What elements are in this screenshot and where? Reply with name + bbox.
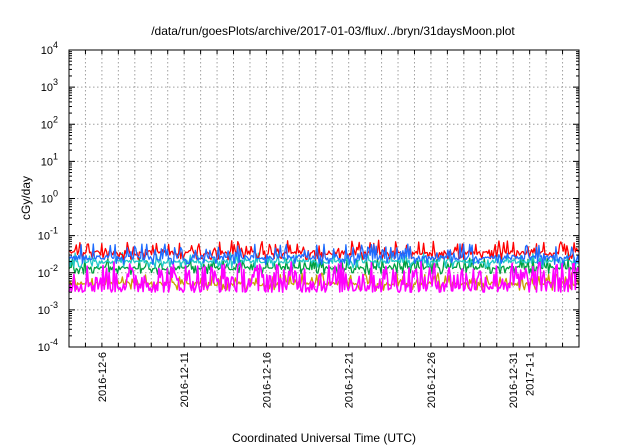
axis-ticks: 10-4 10-3 10-2 10-1 100 101 102 103 104 2016-12-6… [38,40,579,408]
y-axis-label: cGy/day [19,176,33,220]
series-line-blue [68,243,580,266]
y-tick-label: 10-3 [38,300,58,317]
y-tick-label: 103 [41,77,58,94]
series-line-green [68,257,580,276]
x-tick-label: 2016-12-11 [179,352,191,407]
x-tick-label: 2016-12-16 [261,352,273,408]
y-tick-label: 10-1 [38,226,58,243]
y-tick-label: 10-4 [38,337,58,354]
series-line-magenta [68,260,580,294]
x-tick-label: 2017-1-1 [525,352,537,396]
y-tick-label: 10-2 [38,263,58,280]
x-tick-label: 2016-12-26 [426,352,438,408]
chart-title: /data/run/goesPlots/archive/2017-01-03/f… [151,24,515,38]
y-tick-label: 101 [41,151,58,168]
grid-lines [69,50,579,347]
series-line-cyan [68,251,580,269]
x-tick-label: 2016-12-21 [344,352,356,408]
series-lines [68,239,580,294]
x-tick-label: 2016-12-6 [97,352,109,402]
x-axis-label: Coordinated Universal Time (UTC) [232,431,416,445]
y-tick-label: 104 [41,40,58,57]
y-tick-label: 100 [41,189,58,206]
y-tick-label: 102 [41,114,58,131]
x-tick-label: 2016-12-31 [508,352,520,408]
